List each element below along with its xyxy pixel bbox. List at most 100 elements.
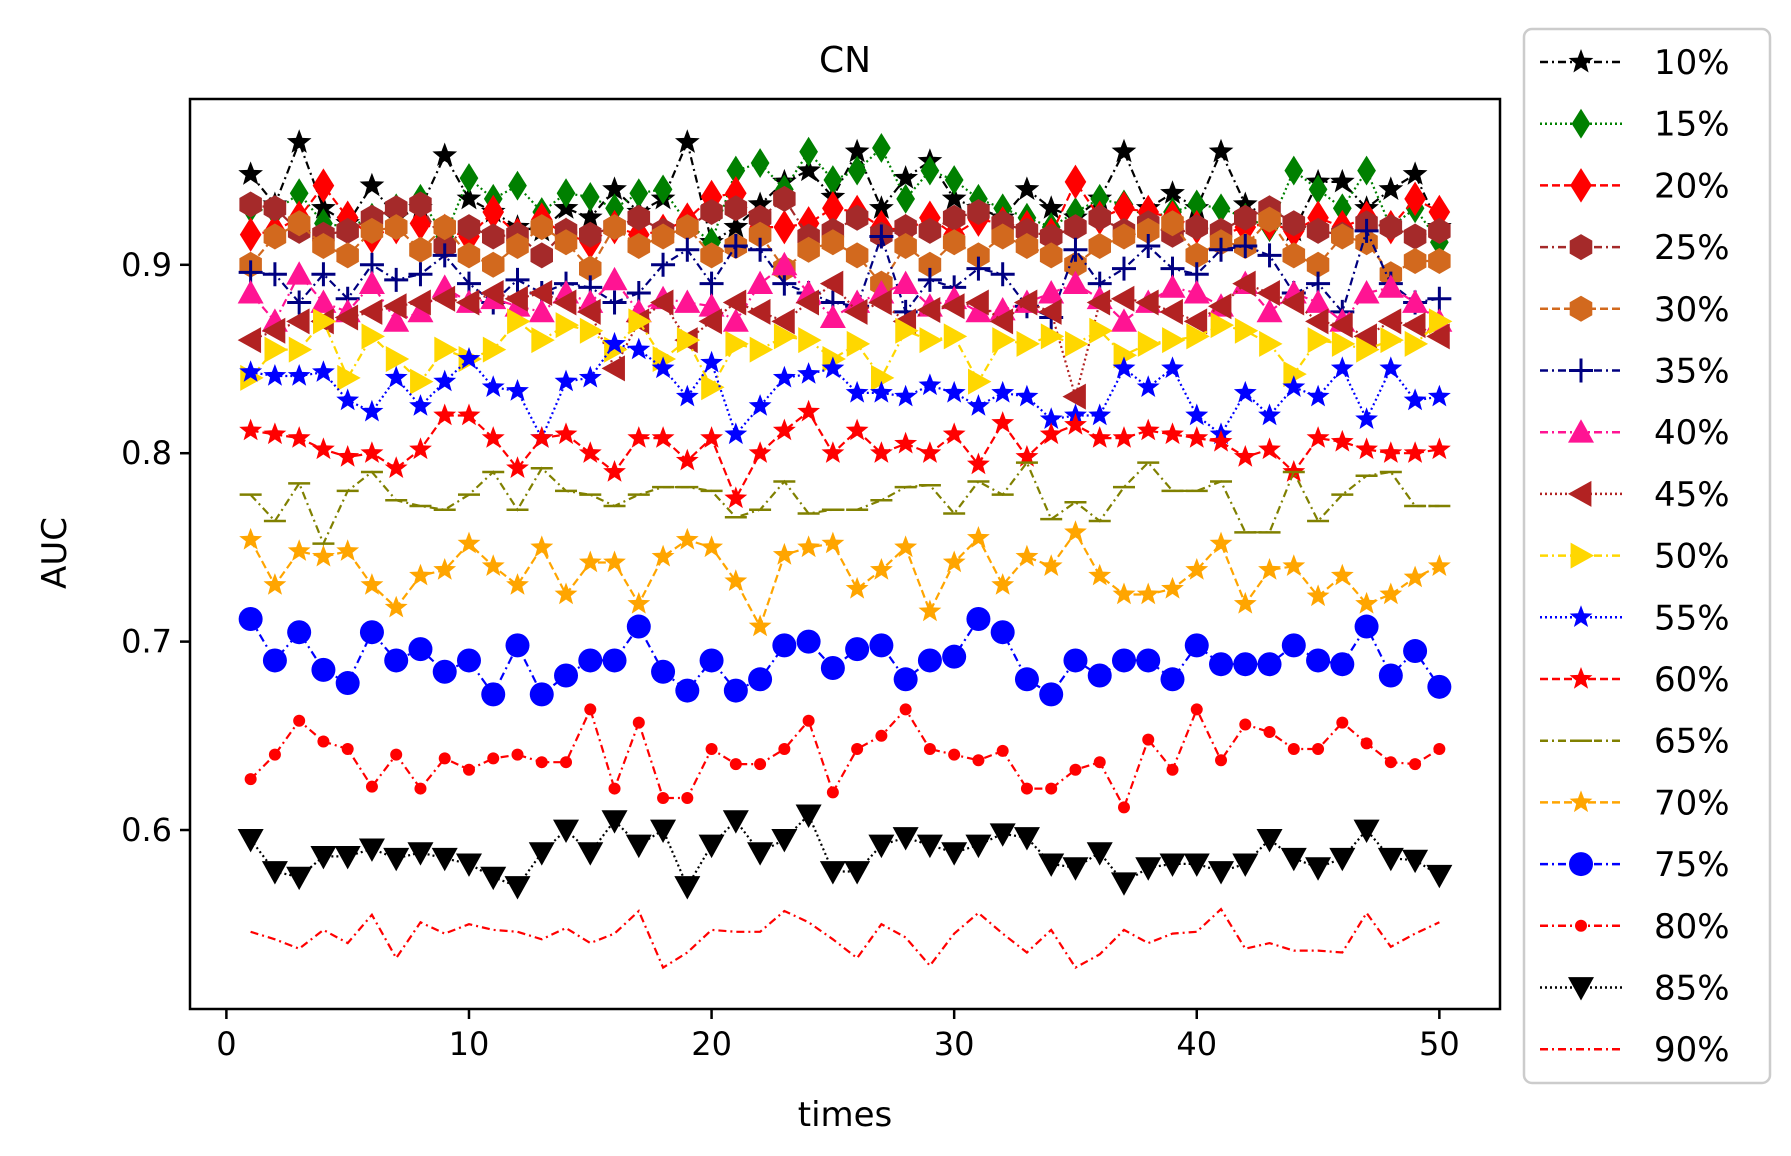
series-50pct-point	[870, 364, 895, 391]
series-45pct-point	[480, 280, 504, 307]
series-25pct-point	[942, 204, 966, 231]
series-35pct-point	[1257, 243, 1282, 268]
series-55pct-point	[675, 384, 699, 407]
series-70pct-point	[1233, 591, 1257, 614]
series-15pct-point	[1332, 193, 1352, 224]
series-60pct-point	[263, 422, 287, 445]
series-60pct-point	[239, 418, 263, 441]
series-60pct-point	[1330, 429, 1354, 452]
series-85pct-point	[383, 847, 410, 872]
series-75pct-point	[990, 620, 1015, 645]
series-45pct-point	[989, 308, 1014, 335]
series-80pct-point	[851, 743, 864, 755]
series-60pct-point	[1039, 422, 1063, 445]
series-40pct-point	[1305, 289, 1332, 313]
series-55pct-point	[700, 350, 723, 373]
series-35pct-point	[408, 262, 433, 287]
series-35pct-point	[651, 252, 676, 277]
series-30pct-point	[1015, 233, 1039, 259]
series-80pct-point	[778, 743, 791, 755]
series-55pct-point	[821, 356, 845, 379]
series-25pct-point	[627, 204, 651, 231]
series-75pct-point	[1306, 648, 1331, 673]
series-85pct-point	[1208, 861, 1235, 885]
series-10pct-point	[941, 185, 967, 210]
series-45pct-point	[1038, 298, 1062, 325]
series-45pct-point	[528, 280, 553, 307]
series-55pct-point	[1403, 388, 1427, 411]
legend-label: 20%	[1654, 166, 1730, 206]
legend-label: 70%	[1654, 783, 1730, 823]
series-45pct	[237, 270, 1450, 410]
series-50pct-point	[385, 346, 410, 372]
series-50pct-point	[507, 308, 531, 335]
series-75pct-point	[335, 671, 360, 696]
series-60pct-point	[578, 441, 602, 463]
series-70pct-point	[360, 573, 384, 595]
series-70pct-point	[530, 535, 554, 558]
series-10pct-point	[1402, 161, 1428, 185]
series-25pct-point	[482, 223, 505, 250]
series-50pct-point	[1283, 361, 1307, 388]
series-30pct-point	[433, 214, 456, 241]
series-70pct-point	[748, 614, 772, 637]
series-50pct-point	[264, 336, 288, 363]
series-60pct-point	[1136, 418, 1160, 441]
series-85pct-point	[1280, 847, 1307, 872]
legend-entry-80pct: 80%	[1540, 907, 1730, 947]
y-tick-label: 0.6	[121, 811, 172, 849]
series-75pct-point	[1160, 667, 1185, 692]
series-85pct-point	[1183, 853, 1210, 877]
series-60pct-point	[627, 426, 651, 448]
series-40pct-point	[771, 251, 798, 276]
series-60pct-point	[1209, 429, 1233, 452]
series-85pct-point	[1353, 819, 1380, 844]
series-80pct-point	[948, 748, 961, 761]
series-55pct-point	[724, 422, 748, 445]
series-55pct-point	[772, 365, 796, 388]
x-tick-label: 30	[934, 1025, 975, 1063]
series-40pct-point	[722, 308, 749, 332]
series-85pct-point	[237, 829, 264, 853]
series-20pct-point	[482, 194, 505, 230]
series-75pct-point	[1281, 633, 1306, 658]
series-85pct-point	[261, 861, 288, 885]
series-30pct-point	[312, 233, 335, 259]
series-10pct-point	[723, 214, 749, 238]
series-35pct-point	[1209, 237, 1234, 262]
series-50pct-point	[798, 327, 822, 354]
series-10pct-point	[602, 176, 627, 200]
series-50pct-point	[895, 317, 919, 344]
series-70pct-point	[821, 531, 845, 554]
series-85pct-point	[819, 861, 846, 885]
series-35pct-point	[602, 290, 627, 315]
series-25pct-point	[409, 191, 432, 218]
series-70pct-point	[336, 539, 360, 561]
series-15pct-point	[1211, 193, 1231, 224]
series-70pct-point	[797, 535, 820, 558]
series-70pct-point	[1161, 576, 1184, 599]
series-55pct-point	[1161, 356, 1184, 379]
series-75pct-point	[1136, 648, 1161, 673]
series-10pct-point	[456, 185, 482, 210]
series-70pct-point	[1427, 554, 1451, 576]
series-75pct-point	[1378, 663, 1403, 688]
series-70pct-point	[700, 535, 723, 558]
series-50pct-point	[943, 323, 968, 350]
series-70pct-point	[772, 542, 796, 565]
series-75pct-point	[1111, 648, 1136, 673]
series-70pct-point	[433, 558, 457, 580]
series-80pct-point	[632, 716, 645, 729]
series-85pct-point	[650, 819, 677, 844]
series-85pct-point	[286, 866, 313, 891]
series-60pct-point	[724, 486, 748, 509]
series-40pct-point	[965, 298, 992, 323]
series-10pct-point	[1378, 176, 1404, 200]
series-85pct-point	[504, 876, 531, 900]
series-30pct-point	[676, 214, 699, 241]
series-70pct-point	[651, 544, 675, 567]
series-85pct-point	[1135, 857, 1162, 881]
series-80pct-point	[1190, 703, 1203, 716]
series-55pct-point	[894, 384, 918, 407]
